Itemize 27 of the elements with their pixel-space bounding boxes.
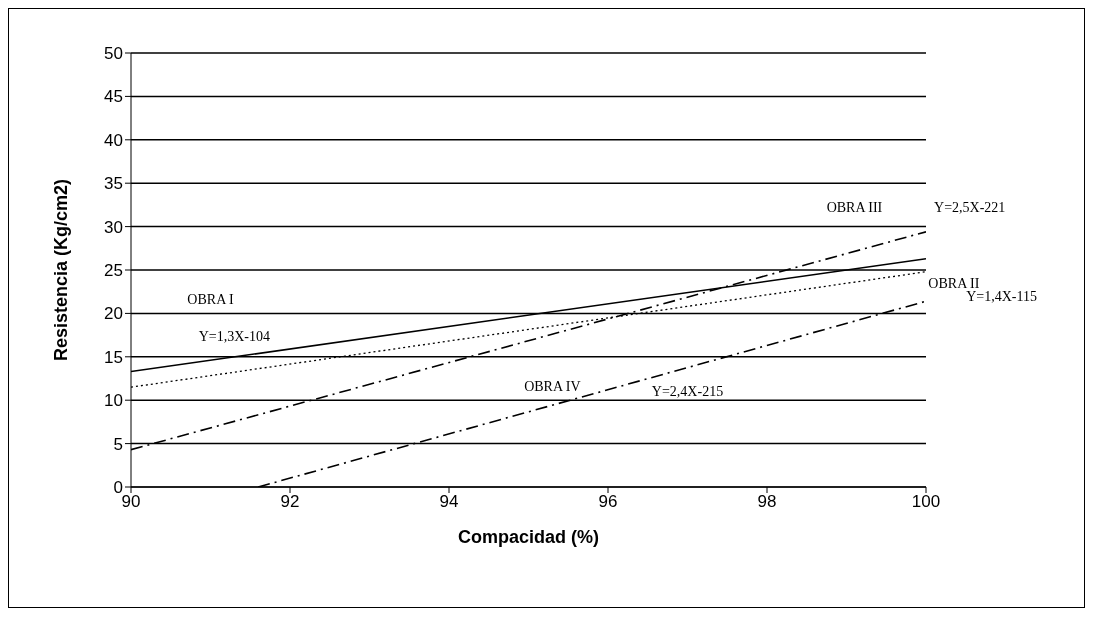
x-axis-title: Compacidad (%) (457, 527, 600, 547)
x-tick-label: 100 (911, 492, 941, 512)
annotation: OBRA III (826, 200, 883, 215)
y-tick-label: 5 (113, 434, 123, 454)
y-tick-label: 40 (104, 130, 123, 150)
annotation: OBRA I (187, 292, 234, 308)
y-tick-label: 35 (104, 174, 123, 194)
y-tick-label: 25 (104, 261, 123, 281)
y-axis-title: Resistencia (Kg/cm2) (51, 178, 72, 362)
text: Y=1,4X-115 (966, 289, 1037, 305)
y-tick-label: 45 (104, 87, 123, 107)
x-tick-label: 92 (280, 492, 300, 512)
x-tick-label: 94 (439, 492, 459, 512)
y-tick-label: 20 (104, 304, 123, 324)
text: Y=2,5X-221 (934, 200, 1006, 215)
x-tick-label: 96 (598, 492, 618, 512)
y-tick-label: 30 (104, 217, 123, 237)
y-tick-label: 0 (113, 478, 123, 498)
x-tick-label: 98 (757, 492, 777, 512)
annotation: Y=1,3X-104 (198, 329, 270, 345)
y-tick-label: 15 (104, 347, 123, 367)
annotation: OBRA IV (524, 378, 581, 394)
y-tick-label: 10 (104, 391, 123, 411)
annotation: Y=2,4X-215 (651, 384, 724, 400)
x-tick-label: 90 (121, 492, 141, 512)
y-tick-label: 50 (104, 44, 123, 64)
text: OBRA II (928, 276, 980, 292)
